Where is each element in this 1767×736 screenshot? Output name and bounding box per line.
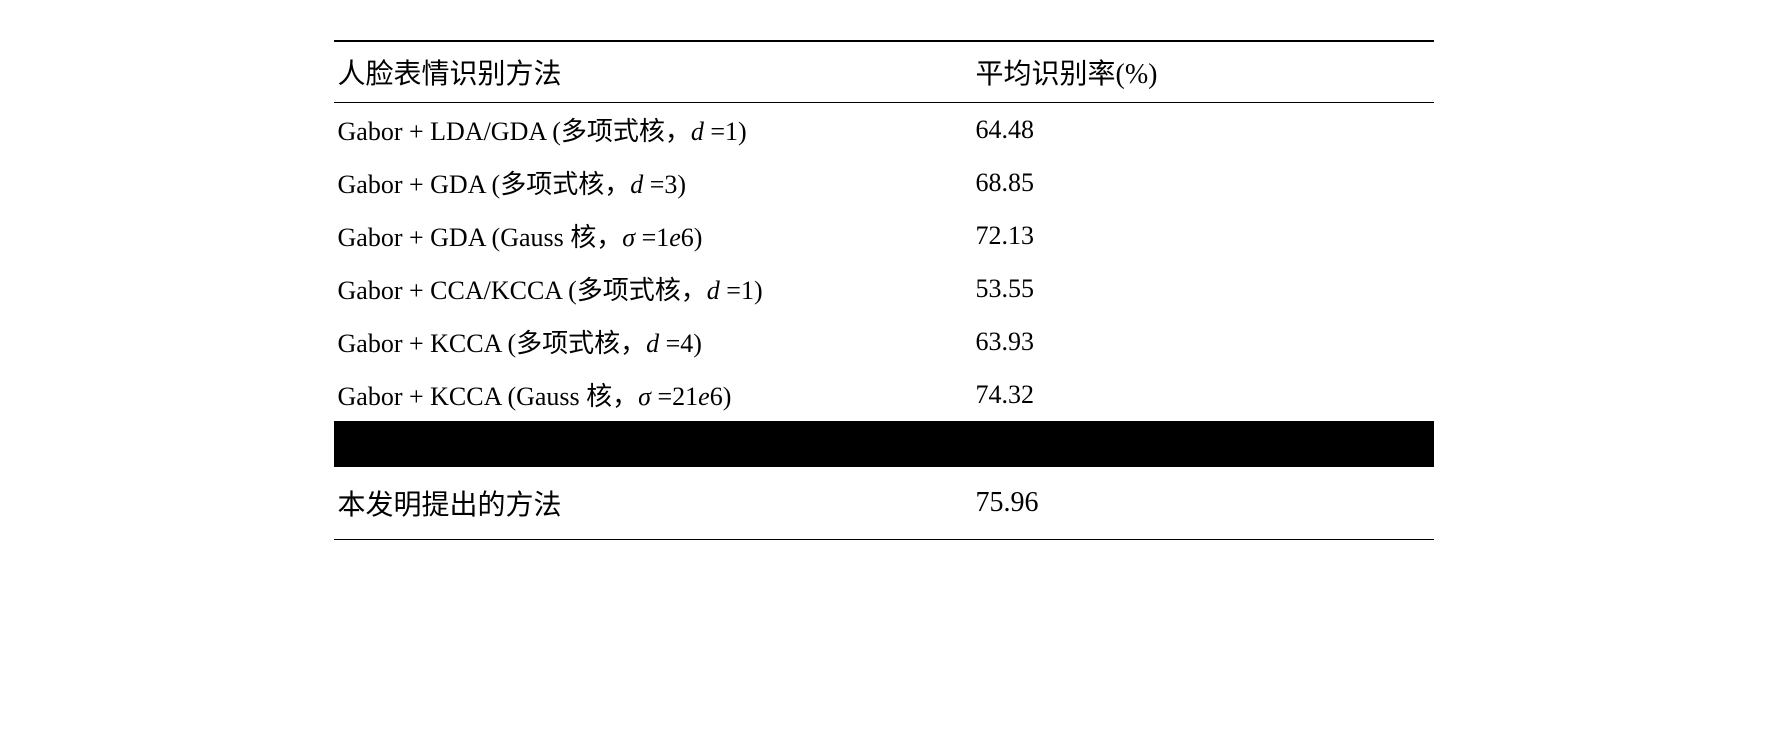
cell-method: Gabor + CCA/KCCA (多项式核，d =1) <box>334 262 972 315</box>
cell-method: 本发明提出的方法 <box>334 467 972 540</box>
table-row: Gabor + GDA (多项式核，d =3) 68.85 <box>334 156 1434 209</box>
table-row-proposed: 本发明提出的方法 75.96 <box>334 467 1434 540</box>
cell-method: Gabor + KCCA (Gauss 核，σ =21e6) <box>334 368 972 421</box>
col-header-value: 平均识别率(%) <box>972 41 1434 103</box>
results-table: 人脸表情识别方法 平均识别率(%) Gabor + LDA/GDA (多项式核，… <box>334 40 1434 540</box>
cell-value: 63.93 <box>972 315 1434 368</box>
cell-value: 74.32 <box>972 368 1434 421</box>
cell-method: Gabor + GDA (多项式核，d =3) <box>334 156 972 209</box>
table-header-row: 人脸表情识别方法 平均识别率(%) <box>334 41 1434 103</box>
col-header-method: 人脸表情识别方法 <box>334 41 972 103</box>
table-row: Gabor + GDA (Gauss 核，σ =1e6) 72.13 <box>334 209 1434 262</box>
cell-value: 68.85 <box>972 156 1434 209</box>
table-row: Gabor + CCA/KCCA (多项式核，d =1) 53.55 <box>334 262 1434 315</box>
cell-value: 72.13 <box>972 209 1434 262</box>
table-row: Gabor + KCCA (多项式核，d =4) 63.93 <box>334 315 1434 368</box>
cell-value: 75.96 <box>972 467 1434 540</box>
table-row: Gabor + LDA/GDA (多项式核，d =1) 64.48 <box>334 103 1434 157</box>
cell-method: Gabor + KCCA (多项式核，d =4) <box>334 315 972 368</box>
table-row: Gabor + KCCA (Gauss 核，σ =21e6) 74.32 <box>334 368 1434 421</box>
cell-value: 64.48 <box>972 103 1434 157</box>
cell-value: 53.55 <box>972 262 1434 315</box>
cell-method: Gabor + GDA (Gauss 核，σ =1e6) <box>334 209 972 262</box>
cell-method: Gabor + LDA/GDA (多项式核，d =1) <box>334 103 972 157</box>
redaction-band <box>334 421 1434 467</box>
